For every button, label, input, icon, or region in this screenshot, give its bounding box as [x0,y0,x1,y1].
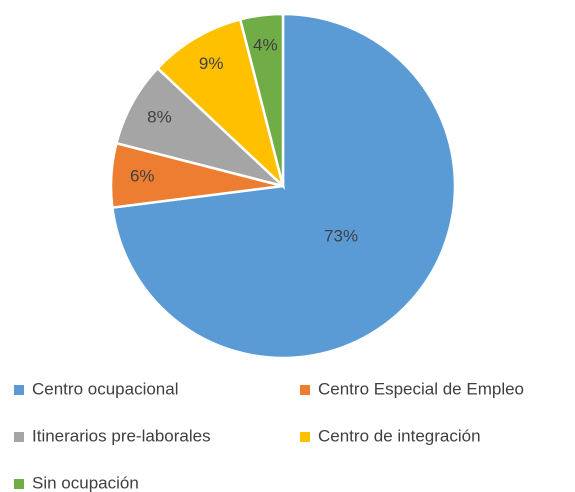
pie-slice [238,12,285,187]
data-label: 9% [199,54,224,73]
legend-swatch [14,385,24,395]
data-label: 8% [147,108,172,127]
legend-label: Centro Especial de Empleo [318,379,524,398]
data-label: 4% [253,36,278,55]
legend-swatch [14,479,24,489]
data-label: 73% [324,227,358,246]
legend-label: Centro de integración [318,426,481,445]
legend-label: Itinerarios pre-laborales [32,426,211,445]
legend-swatch [300,385,310,395]
legend-swatch [14,432,24,442]
data-label: 6% [130,167,155,186]
legend-label: Centro ocupacional [32,379,178,398]
legend-swatch [300,432,310,442]
pie-slice [155,17,286,190]
legend-label: Sin ocupación [32,473,139,492]
